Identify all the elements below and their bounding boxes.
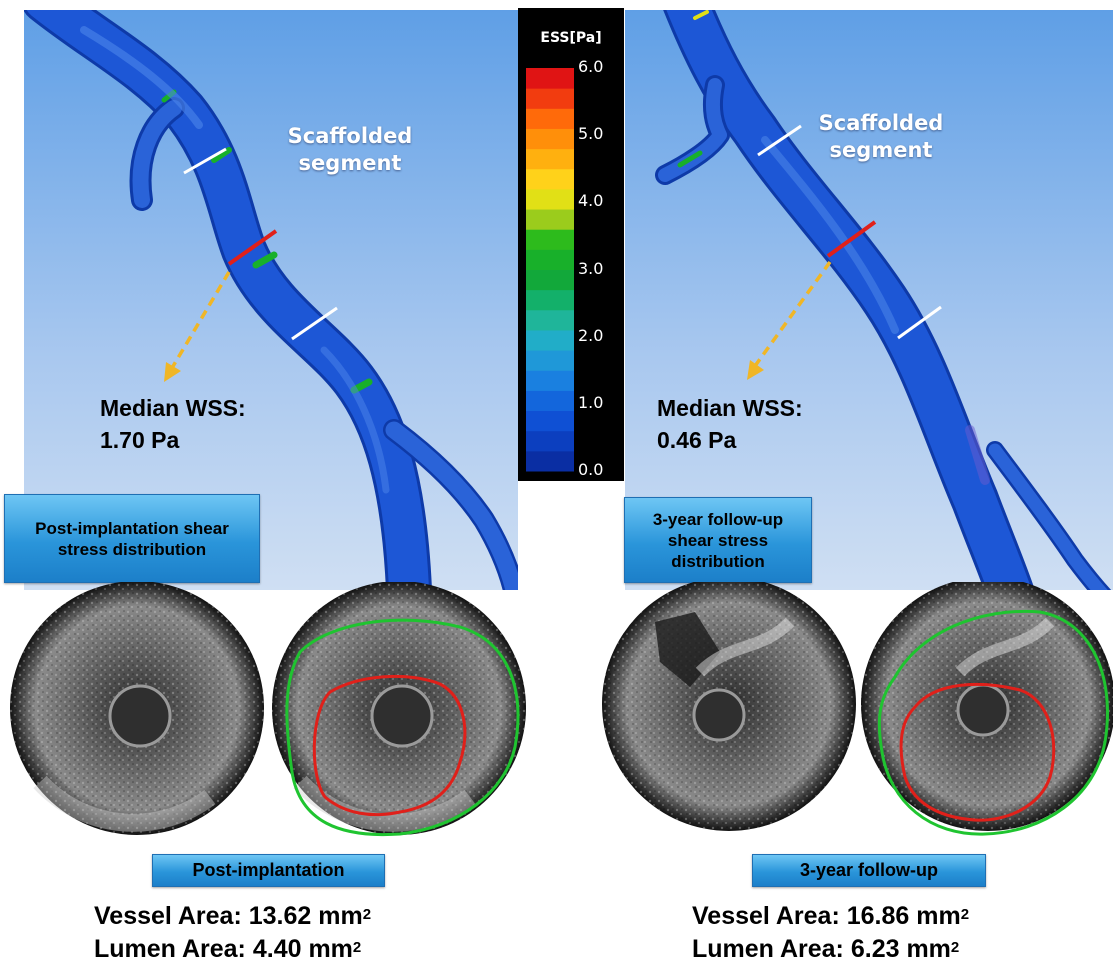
color-scale-swatch [526, 188, 574, 210]
catheter-icon [956, 683, 1010, 737]
dashed-arrow-line [753, 260, 832, 368]
ivus-post-implantation-plain [10, 582, 264, 835]
color-scale-swatch [526, 108, 574, 129]
color-scale-tick-label: 1.0 [578, 392, 604, 412]
color-scale-swatch [526, 450, 574, 472]
scaffold-end-marker [897, 305, 942, 340]
vessel-area-label: Vessel Area: [94, 902, 242, 930]
segment-label-line1: Scaffolded [287, 124, 413, 148]
median-wss-value: 0.46 Pa [657, 427, 737, 453]
ess-color-scale: ESS[Pa] 6.0 5.0 4.0 3.0 2.0 1.0 0.0 [518, 8, 624, 481]
arrow-head-icon [164, 362, 181, 382]
follow-up-label: 3-year follow-up [752, 854, 986, 887]
ivus-post-implantation-annotated [272, 582, 526, 837]
color-scale-tick-label: 4.0 [578, 191, 604, 211]
right-shear-stress-panel: Scaffolded segment Median WSS: 0.46 Pa [625, 10, 1113, 590]
lumen-area-label: Lumen Area: [94, 935, 246, 963]
vessel-area-text: Vessel Area: 13.62 mm2 [94, 900, 371, 933]
median-wss-label: Median WSS: [100, 395, 246, 421]
post-implantation-distribution-label: Post-implantation shear stress distribut… [4, 494, 260, 583]
color-scale-swatch [526, 350, 574, 371]
area-unit-exponent: 2 [950, 939, 960, 956]
color-scale-swatch [526, 68, 574, 89]
vessel-boundary-outline [877, 609, 1109, 836]
lumen-boundary-outline [899, 682, 1056, 822]
lumen-area-value: 6.23 mm [850, 935, 951, 963]
vessel-area-value: 16.86 mm [846, 902, 961, 930]
scaffolded-segment-label: Scaffolded segment [280, 123, 420, 177]
vessel-area-value: 13.62 mm [248, 902, 363, 930]
color-scale-swatch [526, 390, 574, 412]
median-wss-value: 1.70 Pa [100, 427, 180, 453]
ivus-images [10, 582, 1113, 837]
segment-label-line1: Scaffolded [818, 111, 944, 135]
scaffolded-segment-label: Scaffolded segment [811, 110, 951, 164]
color-scale-swatch [526, 269, 574, 291]
median-wss-label: Median WSS: [657, 395, 803, 421]
color-scale-swatch [526, 229, 574, 250]
color-scale-tick-label: 6.0 [578, 57, 604, 76]
color-scale-swatch [526, 128, 574, 150]
vessel-area-label: Vessel Area: [692, 902, 840, 930]
ivus-follow-up-plain [602, 582, 856, 831]
lumen-area-value: 4.40 mm [252, 935, 353, 963]
color-scale-bar [526, 68, 574, 472]
color-scale-tick-label: 0.0 [578, 460, 604, 479]
vessel-area-text: Vessel Area: 16.86 mm2 [692, 900, 969, 933]
scaffold-start-marker [757, 124, 802, 157]
ivus-follow-up-annotated [861, 582, 1113, 836]
color-scale-title: ESS[Pa] [540, 30, 602, 46]
left-vessel-rendering [24, 10, 518, 590]
lumen-area-label: Lumen Area: [692, 935, 844, 963]
follow-up-distribution-label: 3-year follow-up shear stress distributi… [624, 497, 812, 583]
cross-section-marker [826, 220, 877, 258]
color-scale-swatch [526, 309, 574, 331]
catheter-icon [692, 688, 746, 742]
median-wss-text: Median WSS: 0.46 Pa [657, 392, 803, 456]
segment-label-line2: segment [829, 138, 933, 162]
catheter-icon [370, 684, 434, 748]
lumen-boundary-outline [312, 675, 467, 817]
color-scale-swatch [526, 329, 574, 351]
post-implantation-label: Post-implantation [152, 854, 385, 887]
color-scale-swatch [526, 209, 574, 230]
cross-section-marker [227, 229, 278, 266]
dashed-arrow-line [170, 271, 231, 369]
color-scale-swatch [526, 430, 574, 452]
median-wss-text: Median WSS: 1.70 Pa [100, 392, 246, 456]
color-scale-tick-label: 2.0 [578, 325, 604, 345]
color-scale-swatch [526, 168, 574, 190]
area-unit-exponent: 2 [352, 939, 362, 956]
lumen-area-text: Lumen Area: 4.40 mm2 [94, 933, 371, 966]
left-shear-stress-panel: Scaffolded segment Median WSS: 1.70 Pa [24, 10, 518, 590]
color-scale-swatch [526, 289, 574, 311]
segment-label-line2: segment [298, 151, 402, 175]
arrow-head-icon [747, 360, 764, 380]
lumen-area-text: Lumen Area: 6.23 mm2 [692, 933, 969, 966]
catheter-icon [108, 684, 172, 748]
color-scale-swatch [526, 249, 574, 270]
scaffold-end-marker [291, 306, 338, 341]
color-scale-swatch [526, 370, 574, 391]
right-area-measurements: Vessel Area: 16.86 mm2 Lumen Area: 6.23 … [692, 900, 969, 966]
color-scale-tick-label: 5.0 [578, 124, 604, 144]
vessel-boundary-outline [285, 618, 520, 837]
left-area-measurements: Vessel Area: 13.62 mm2 Lumen Area: 4.40 … [94, 900, 371, 966]
color-scale-tick-label: 3.0 [578, 258, 604, 278]
area-unit-exponent: 2 [362, 906, 372, 923]
color-scale-swatch [526, 148, 574, 170]
scaffold-start-marker [183, 147, 227, 175]
color-scale-swatch [526, 88, 574, 109]
area-unit-exponent: 2 [960, 906, 970, 923]
right-vessel-rendering [625, 10, 1113, 590]
color-scale-swatch [526, 410, 574, 432]
